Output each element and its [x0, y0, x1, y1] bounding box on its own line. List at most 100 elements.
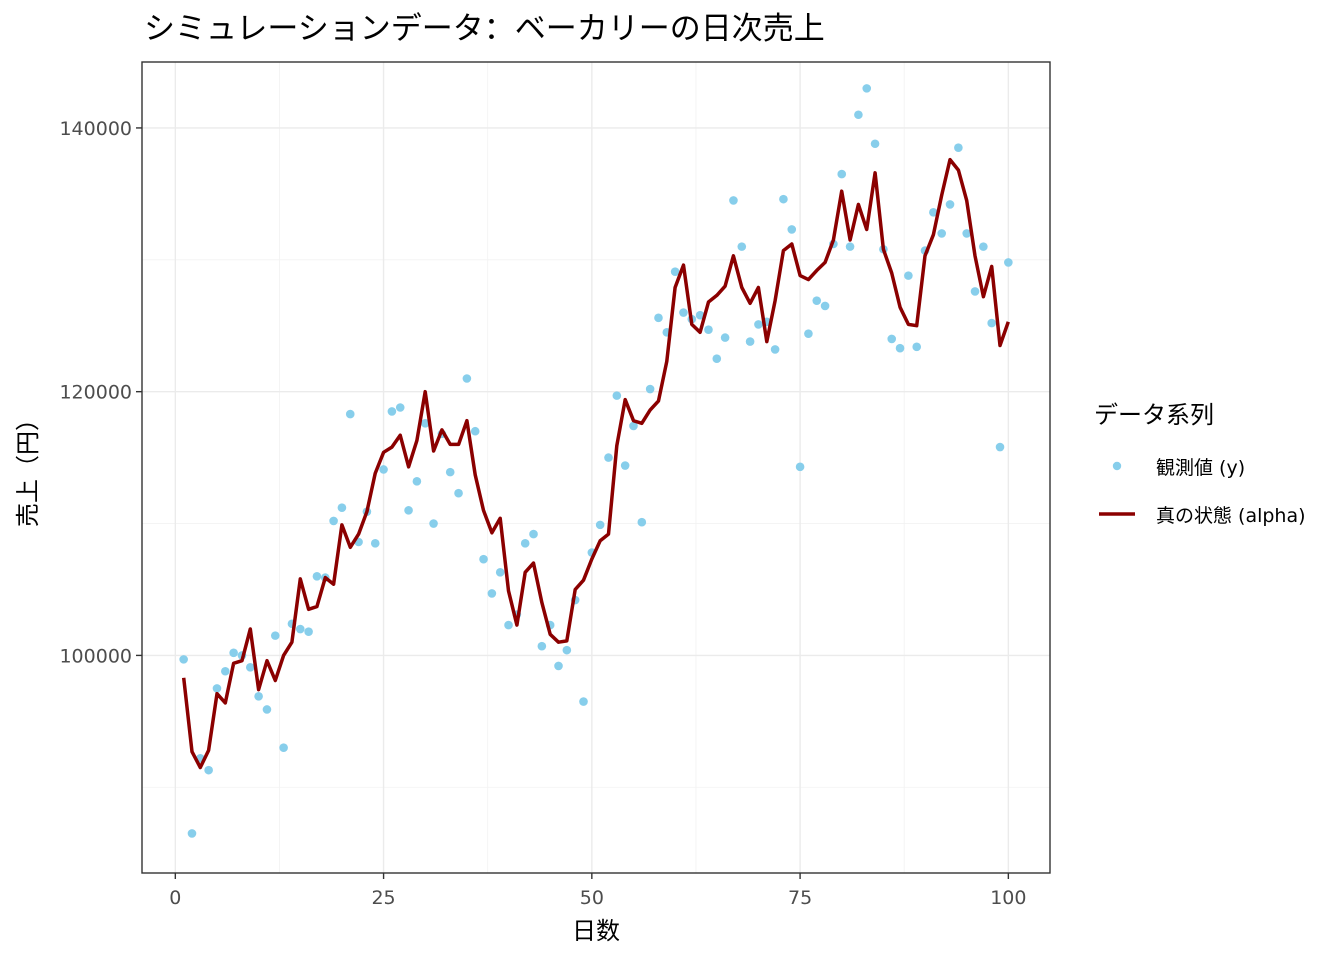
observed-point: [945, 200, 955, 209]
x-axis-title: 日数: [572, 917, 620, 945]
observed-point: [804, 329, 813, 338]
observed-point: [212, 684, 222, 693]
observed-point: [979, 242, 988, 251]
observed-point: [329, 516, 338, 526]
observed-point: [679, 308, 688, 317]
x-tick-label: 0: [169, 887, 181, 909]
x-tick-label: 75: [788, 887, 812, 909]
observed-point: [420, 419, 430, 428]
observed-point: [304, 627, 313, 636]
observed-point: [729, 196, 738, 205]
legend-label-state: 真の状態 (alpha): [1156, 505, 1306, 527]
x-tick-label: 50: [580, 887, 604, 909]
observed-point: [912, 342, 922, 352]
x-tick-label: 100: [990, 887, 1026, 909]
observed-point: [754, 320, 763, 329]
observed-point: [962, 229, 971, 238]
observed-point: [812, 296, 822, 305]
observed-point: [670, 267, 680, 276]
observed-point: [987, 318, 996, 328]
observed-point: [487, 589, 497, 598]
observed-point: [837, 169, 847, 179]
observed-point: [779, 194, 788, 204]
observed-point: [279, 743, 288, 753]
legend-title: データ系列: [1094, 401, 1214, 429]
observed-point: [995, 442, 1005, 452]
observed-point: [595, 520, 605, 530]
observed-point: [554, 661, 563, 671]
observed-point: [712, 354, 722, 364]
observed-point: [179, 655, 188, 664]
legend-label-observed: 観測値 (y): [1156, 457, 1245, 479]
observed-point: [454, 488, 463, 498]
grid-major-lines: [142, 62, 1050, 873]
observed-point: [887, 334, 897, 344]
observed-point: [504, 620, 513, 630]
observed-point: [520, 539, 530, 548]
observed-point: [845, 242, 855, 251]
observed-point: [479, 554, 488, 564]
y-tick-label: 140000: [59, 118, 132, 140]
chart-title: シミュレーションデータ：ベーカリーの日次売上: [144, 11, 825, 47]
x-axis-ticks: 0 25 50 75 100: [169, 873, 1026, 909]
state-line: [181, 157, 1010, 770]
observed-point: [404, 506, 413, 515]
legend: データ系列 観測値 (y) 真の状態 (alpha): [1094, 401, 1306, 527]
y-tick-label: 120000: [59, 382, 132, 404]
observed-point: [770, 345, 780, 354]
y-axis-ticks: 100000 120000 140000: [59, 118, 142, 667]
legend-key-observed-point: [1112, 461, 1122, 471]
observed-point: [529, 529, 538, 539]
observed-point: [970, 287, 980, 296]
observed-point: [537, 641, 547, 651]
observed-point: [470, 426, 480, 436]
y-axis-title: 売上（円）: [14, 407, 42, 527]
observed-point: [337, 503, 347, 513]
observed-point: [462, 374, 472, 383]
observed-point: [187, 829, 197, 838]
observed-point: [379, 465, 388, 474]
observed-point: [937, 229, 947, 238]
observed-point: [820, 301, 830, 311]
x-tick-label: 25: [371, 887, 395, 909]
y-tick-label: 100000: [59, 645, 132, 667]
observed-point: [929, 208, 938, 217]
observed-point: [637, 517, 647, 527]
observed-point: [429, 519, 438, 528]
plot-border: [141, 61, 1051, 874]
observed-points: [179, 84, 1013, 838]
observed-point: [745, 337, 755, 346]
observed-point: [204, 765, 213, 775]
observed-point: [1004, 258, 1013, 267]
observed-point: [695, 310, 705, 320]
observed-point: [345, 409, 355, 419]
observed-point: [870, 139, 880, 149]
observed-point: [629, 421, 638, 431]
observed-point: [737, 242, 747, 251]
observed-point: [862, 84, 872, 93]
observed-point: [654, 313, 663, 323]
observed-point: [895, 343, 905, 353]
observed-point: [620, 461, 630, 470]
observed-point: [245, 662, 255, 672]
observed-point: [229, 648, 238, 658]
observed-point: [795, 462, 805, 472]
observed-point: [221, 666, 230, 676]
observed-point: [262, 705, 272, 714]
observed-point: [704, 325, 713, 334]
observed-point: [604, 453, 613, 462]
observed-point: [904, 271, 913, 280]
observed-point: [720, 333, 730, 342]
observed-point: [370, 539, 380, 548]
observed-point: [254, 691, 263, 701]
observed-point: [954, 143, 963, 153]
grid-minor-lines: [142, 62, 1050, 873]
observed-point: [787, 225, 797, 234]
observed-point: [854, 110, 863, 120]
observed-point: [270, 631, 280, 640]
observed-point: [612, 391, 622, 400]
observed-point: [295, 624, 305, 634]
plot-background: [142, 62, 1050, 873]
observed-point: [579, 697, 588, 706]
